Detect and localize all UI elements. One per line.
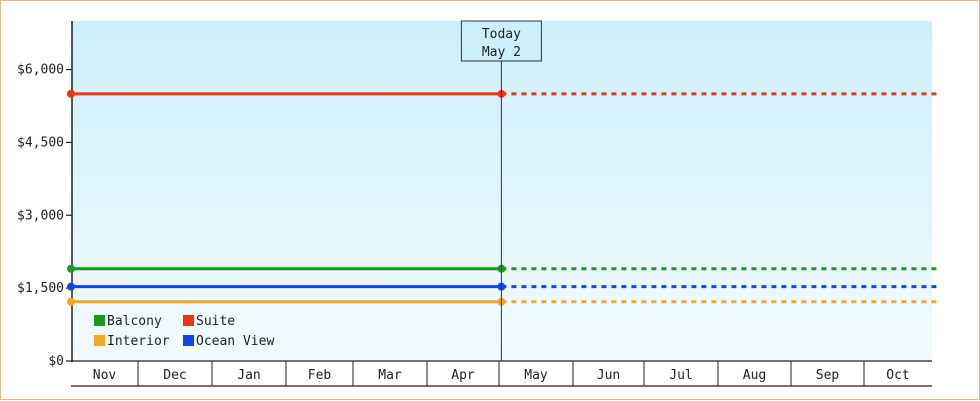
month-label: Dec xyxy=(163,368,186,383)
legend-swatch xyxy=(94,315,105,326)
y-tick-label: $6,000 xyxy=(17,63,64,78)
today-label: Today xyxy=(482,27,521,42)
series-point[interactable] xyxy=(67,297,75,306)
legend: Balcony Suite Interior Ocean View xyxy=(94,314,274,349)
month-label: Mar xyxy=(378,368,402,383)
y-tick-label: $0 xyxy=(48,354,64,369)
series-ocean-view xyxy=(67,282,940,291)
month-label: Apr xyxy=(451,368,475,383)
y-tick-label: $3,000 xyxy=(17,208,64,223)
legend-item[interactable]: Interior xyxy=(94,334,170,349)
series-point[interactable] xyxy=(67,264,75,273)
legend-label: Interior xyxy=(107,334,170,349)
series-point[interactable] xyxy=(67,89,75,98)
month-label: May xyxy=(524,368,548,383)
month-label: Jun xyxy=(597,368,620,383)
y-tick-label: $1,500 xyxy=(17,281,64,296)
legend-swatch xyxy=(94,335,105,346)
month-label: Aug xyxy=(743,368,766,383)
legend-item[interactable]: Ocean View xyxy=(183,334,274,349)
month-label: Jul xyxy=(669,368,692,383)
x-axis: Nov Dec Jan Feb Mar Apr May Jun Jul Aug Sep Oct xyxy=(71,360,932,387)
month-label: Nov xyxy=(93,368,117,383)
legend-item[interactable]: Suite xyxy=(183,314,235,329)
y-tick-label: $4,500 xyxy=(17,135,64,150)
legend-item[interactable]: Balcony xyxy=(94,314,162,329)
today-date-label: May 2 xyxy=(482,45,521,60)
month-label: Sep xyxy=(816,368,840,383)
series-interior xyxy=(67,297,940,306)
month-label: Oct xyxy=(886,368,909,383)
legend-label: Ocean View xyxy=(196,334,274,349)
series-balcony xyxy=(67,264,940,273)
legend-swatch xyxy=(183,315,194,326)
series-point[interactable] xyxy=(67,282,75,291)
plot-background xyxy=(72,21,932,361)
month-label: Feb xyxy=(308,368,332,383)
y-axis: $0 $1,500 $3,000 $4,500 $6,000 xyxy=(17,21,73,369)
legend-swatch xyxy=(183,335,194,346)
legend-label: Suite xyxy=(196,314,235,329)
series-group xyxy=(67,89,940,306)
legend-label: Balcony xyxy=(107,314,162,329)
today-label-box xyxy=(460,20,542,62)
month-label: Jan xyxy=(237,368,260,383)
today-marker: Today May 2 xyxy=(460,20,542,361)
